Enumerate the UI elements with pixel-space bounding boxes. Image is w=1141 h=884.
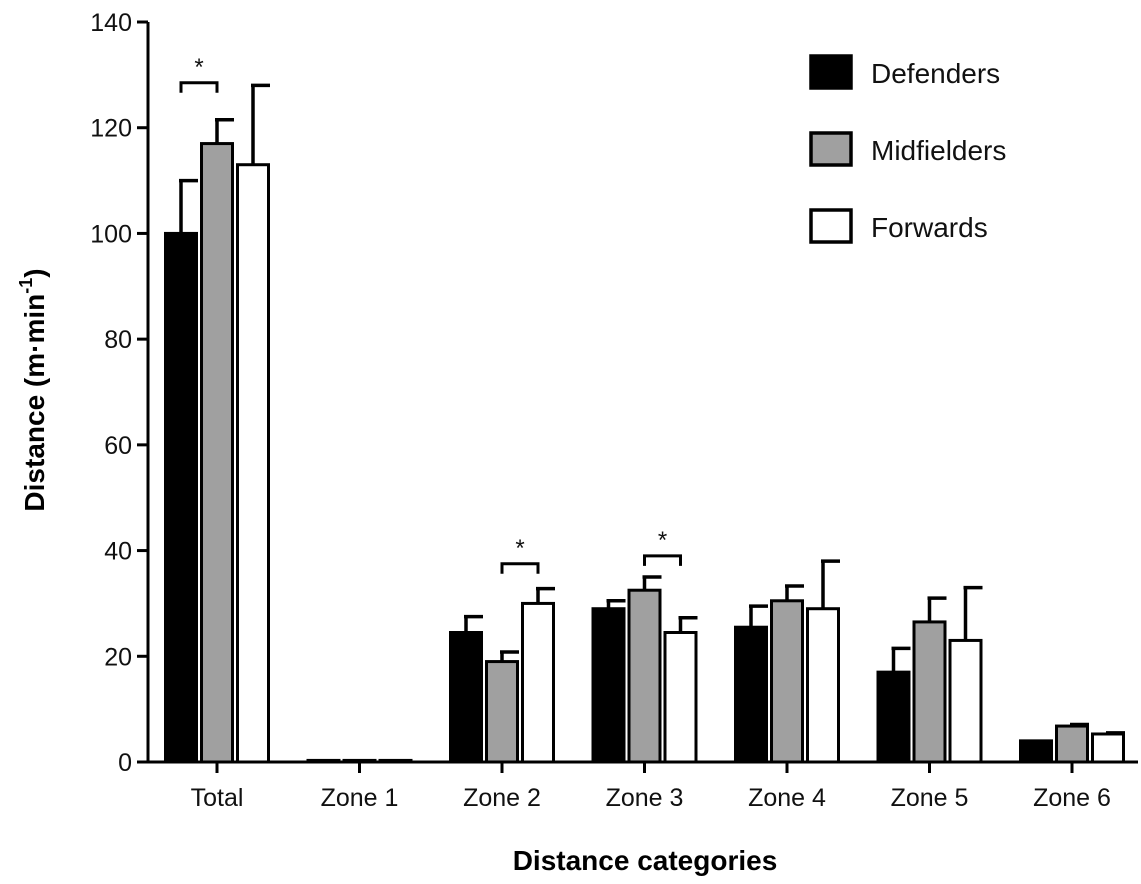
y-tick-label-140: 140	[90, 9, 132, 37]
significance-bracket-2	[643, 554, 682, 566]
y-tick-label-40: 40	[104, 538, 132, 566]
bar-midfielders-2	[485, 660, 519, 764]
bar-defenders-3	[591, 607, 626, 764]
bar-midfielders-3	[627, 588, 662, 764]
significance-star-2: *	[658, 527, 667, 554]
bars-layer	[164, 83, 1125, 764]
axes-layer: 0 20 40 60 80 100 120 140 Total Zone 1 Zone 2 Zone …	[90, 9, 1138, 812]
x-tick-label-4: Zone 4	[748, 784, 826, 812]
bar-forwards-0	[236, 163, 270, 764]
legend-swatch-defenders	[809, 54, 853, 90]
bar-defenders-6	[1019, 739, 1053, 764]
legend: Defenders Midfielders Forwards	[809, 54, 1006, 244]
y-tick-label-100: 100	[90, 220, 132, 248]
bar-forwards-4	[806, 607, 840, 764]
legend-label-defenders: Defenders	[871, 58, 1000, 89]
bar-defenders-4	[734, 625, 768, 764]
x-tick-label-6: Zone 6	[1033, 784, 1111, 812]
significance-star-0: *	[194, 54, 203, 81]
y-axis-title: Distance (m·min-1)	[16, 268, 50, 511]
x-tick-label-5: Zone 5	[891, 784, 969, 812]
y-tick-label-60: 60	[104, 432, 132, 460]
bar-forwards-5	[948, 638, 983, 764]
x-tick-label-0: Total	[191, 784, 244, 812]
significance-bracket-1	[500, 562, 540, 574]
legend-label-midfielders: Midfielders	[871, 135, 1006, 166]
x-tick-label-2: Zone 2	[463, 784, 541, 812]
bar-midfielders-4	[770, 599, 804, 764]
legend-swatch-midfielders	[809, 131, 853, 167]
bar-midfielders-0	[200, 142, 234, 764]
y-axis-title-tail: )	[19, 268, 50, 277]
bar-midfielders-5	[912, 620, 947, 764]
legend-label-forwards: Forwards	[871, 212, 988, 243]
y-tick-label-120: 120	[90, 115, 132, 143]
legend-swatch-forwards	[809, 208, 853, 244]
y-tick-label-20: 20	[104, 643, 132, 671]
x-tick-label-1: Zone 1	[321, 784, 399, 812]
x-axis-title: Distance categories	[513, 845, 778, 876]
y-axis-title-sup: -1	[16, 278, 36, 294]
significance-star-1: *	[515, 535, 524, 562]
y-tick-label-80: 80	[104, 326, 132, 354]
bar-defenders-0	[164, 231, 198, 764]
bar-forwards-3	[663, 631, 698, 764]
annotations-layer: * * *	[179, 54, 682, 574]
bar-defenders-5	[876, 670, 911, 764]
x-tick-label-3: Zone 3	[606, 784, 684, 812]
bar-forwards-6	[1091, 732, 1125, 764]
significance-bracket-0	[179, 81, 219, 93]
y-tick-label-0: 0	[118, 749, 132, 777]
bar-forwards-2	[521, 601, 555, 764]
bar-midfielders-6	[1055, 724, 1089, 764]
bar-defenders-2	[449, 631, 483, 764]
y-axis-title-main: Distance (m·min	[19, 294, 50, 512]
